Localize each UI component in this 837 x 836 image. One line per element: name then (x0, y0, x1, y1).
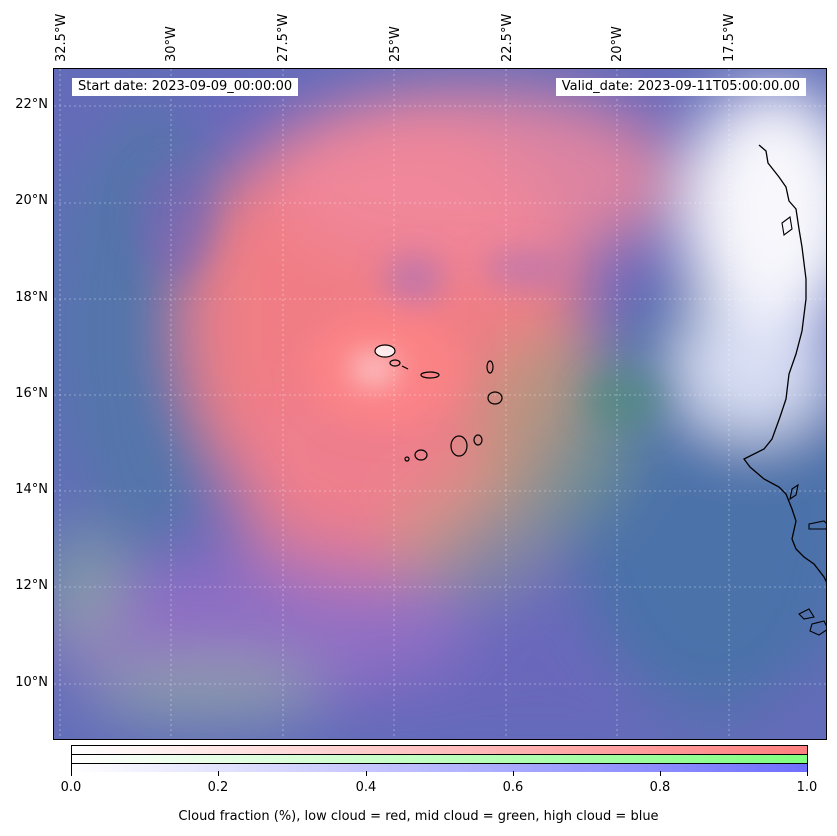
coastline-detail (781, 216, 793, 236)
lon-label: 17.5°W (722, 13, 737, 62)
colorbar-tick-label: 0.4 (355, 780, 377, 795)
graticule (54, 69, 826, 739)
colorbar-low-cloud (72, 746, 807, 755)
lat-label: 22°N (15, 97, 48, 112)
coastal-islands (789, 483, 826, 636)
colorbar-mid-cloud (72, 755, 807, 764)
lat-label: 14°N (15, 482, 48, 497)
lat-label: 20°N (15, 193, 48, 208)
cape-verde-islands (374, 344, 503, 462)
colorbar (71, 745, 808, 772)
lat-label: 18°N (15, 290, 48, 305)
lon-label: 22.5°W (500, 13, 515, 62)
cloud-fraction-map: Start date: 2023-09-09_00:00:00 Valid_da… (53, 68, 827, 740)
colorbar-tick-label: 0.2 (207, 780, 229, 795)
colorbar-high-cloud (72, 764, 807, 772)
colorbar-label: Cloud fraction (%), low cloud = red, mid… (178, 809, 659, 824)
lat-label: 16°N (15, 386, 48, 401)
map-canvas (54, 69, 826, 739)
colorbar-tick-label: 0.0 (60, 780, 82, 795)
lat-label: 10°N (15, 675, 48, 690)
colorbar-tick-label: 0.6 (502, 780, 524, 795)
colorbar-tick-label: 0.8 (649, 780, 671, 795)
lon-label: 20°W (610, 26, 625, 62)
cloud-field-detail (134, 159, 664, 429)
coastline (743, 144, 826, 583)
start-date-annotation: Start date: 2023-09-09_00:00:00 (72, 78, 299, 96)
lon-label: 25°W (388, 26, 403, 62)
valid-date-annotation: Valid_date: 2023-09-11T05:00:00.00 (555, 78, 806, 96)
lon-label: 27.5°W (276, 13, 291, 62)
colorbar-tick-label: 1.0 (796, 780, 818, 795)
lon-label: 32.5°W (54, 13, 69, 62)
lon-label: 30°W (164, 26, 179, 62)
lat-label: 12°N (15, 578, 48, 593)
